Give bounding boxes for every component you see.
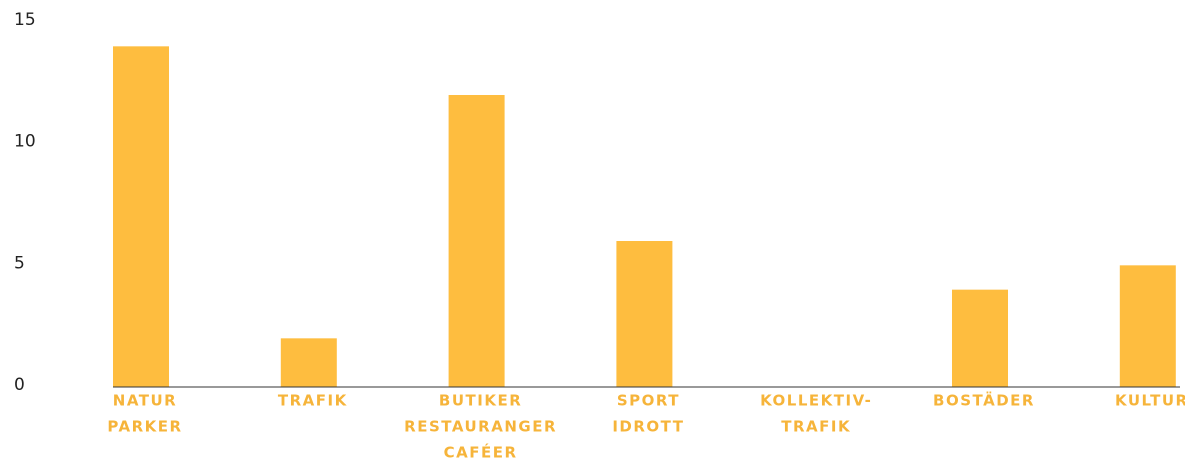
- y-tick-label: 15: [14, 10, 36, 30]
- x-tick-label: BOSTÄDER: [933, 391, 1035, 410]
- x-tick-label: BUTIKER: [439, 392, 522, 410]
- bar: [113, 46, 169, 387]
- x-tick-label: RESTAURANGER: [404, 418, 557, 436]
- x-tick-label: KULTUR: [1115, 392, 1185, 410]
- x-tick-label: TRAFIK: [278, 392, 348, 410]
- x-tick-label: IDROTT: [612, 418, 684, 436]
- y-tick-label: 5: [14, 253, 25, 273]
- x-tick-label: KOLLEKTIV-: [760, 392, 872, 410]
- x-tick-label: CAFÉER: [444, 443, 518, 459]
- bar: [616, 241, 673, 387]
- bar: [448, 95, 505, 387]
- x-tick-label: PARKER: [107, 418, 182, 436]
- x-tick-label: SPORT: [617, 392, 680, 410]
- bar: [280, 338, 337, 387]
- x-tick-label: NATUR: [113, 392, 177, 410]
- x-tick-label: TRAFIK: [781, 418, 851, 436]
- y-tick-label: 10: [14, 132, 36, 152]
- bar: [1119, 265, 1176, 387]
- bar: [952, 289, 1008, 387]
- y-tick-label: 0: [14, 375, 25, 395]
